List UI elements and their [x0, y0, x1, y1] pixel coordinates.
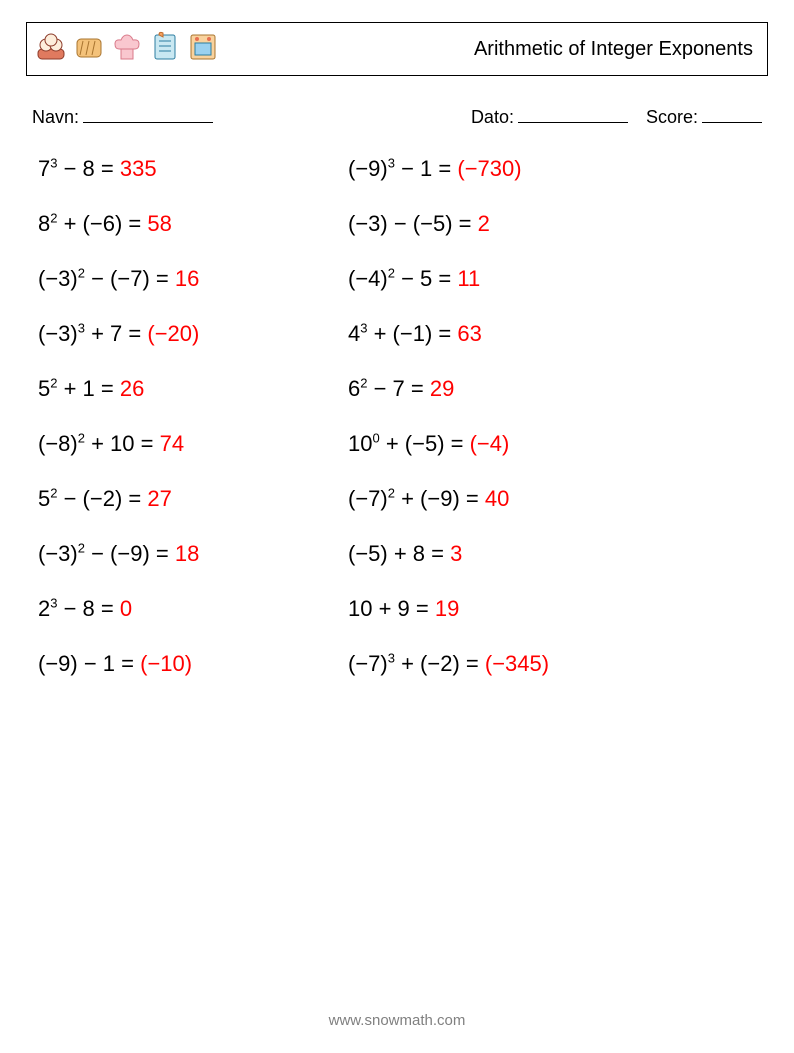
problem-answer: (−20): [147, 321, 199, 346]
problem-expression: 10 + 9 =: [348, 596, 435, 621]
problem-expression: (−3)2 − (−9) =: [38, 541, 175, 566]
problem-expression: 62 − 7 =: [348, 376, 430, 401]
problem-answer: (−4): [470, 431, 510, 456]
problem-answer: 63: [457, 321, 481, 346]
problem-right-0: (−9)3 − 1 = (−730): [348, 158, 648, 180]
problem-expression: (−5) + 8 =: [348, 541, 450, 566]
oven-icon: [187, 31, 219, 68]
problem-right-8: 10 + 9 = 19: [348, 598, 648, 620]
problem-left-6: 52 − (−2) = 27: [38, 488, 338, 510]
problem-right-3: 43 + (−1) = 63: [348, 323, 648, 345]
problem-answer: 74: [160, 431, 184, 456]
score-label: Score:: [646, 107, 698, 128]
name-label: Navn:: [32, 107, 79, 128]
score-blank[interactable]: [702, 104, 762, 123]
meta-row: Navn: Dato: Score:: [32, 104, 762, 128]
problem-expression: (−3) − (−5) =: [348, 211, 478, 236]
problem-answer: (−345): [485, 651, 549, 676]
problem-answer: 0: [120, 596, 132, 621]
problem-right-7: (−5) + 8 = 3: [348, 543, 648, 565]
problem-answer: 27: [147, 486, 171, 511]
eggs-icon: [35, 31, 67, 68]
problem-left-8: 23 − 8 = 0: [38, 598, 338, 620]
problem-expression: (−9) − 1 =: [38, 651, 140, 676]
bread-icon: [73, 31, 105, 68]
problem-expression: (−7)3 + (−2) =: [348, 651, 485, 676]
problem-answer: 335: [120, 156, 157, 181]
list-icon: [149, 31, 181, 68]
problem-right-1: (−3) − (−5) = 2: [348, 213, 648, 235]
header-box: Arithmetic of Integer Exponents: [26, 22, 768, 76]
problem-expression: (−9)3 − 1 =: [348, 156, 457, 181]
problem-left-5: (−8)2 + 10 = 74: [38, 433, 338, 455]
problem-right-2: (−4)2 − 5 = 11: [348, 268, 648, 290]
problem-answer: 26: [120, 376, 144, 401]
problem-expression: (−7)2 + (−9) =: [348, 486, 485, 511]
problems-col-right: (−9)3 − 1 = (−730) (−3) − (−5) = 2 (−4)2 −…: [348, 158, 648, 708]
name-blank[interactable]: [83, 104, 213, 123]
problem-right-6: (−7)2 + (−9) = 40: [348, 488, 648, 510]
date-label: Dato:: [471, 107, 514, 128]
problem-answer: 29: [430, 376, 454, 401]
problem-expression: 52 + 1 =: [38, 376, 120, 401]
date-blank[interactable]: [518, 104, 628, 123]
problem-left-3: (−3)3 + 7 = (−20): [38, 323, 338, 345]
problem-left-1: 82 + (−6) = 58: [38, 213, 338, 235]
problem-expression: 73 − 8 =: [38, 156, 120, 181]
problem-right-4: 62 − 7 = 29: [348, 378, 648, 400]
problem-answer: 2: [478, 211, 490, 236]
problem-answer: 40: [485, 486, 509, 511]
problem-answer: 11: [457, 266, 480, 291]
problem-left-9: (−9) − 1 = (−10): [38, 653, 338, 675]
problem-expression: 43 + (−1) =: [348, 321, 457, 346]
problem-answer: 18: [175, 541, 199, 566]
problem-expression: (−3)3 + 7 =: [38, 321, 147, 346]
footer-url: www.snowmath.com: [0, 1012, 794, 1029]
problem-left-2: (−3)2 − (−7) = 16: [38, 268, 338, 290]
worksheet-title: Arithmetic of Integer Exponents: [474, 38, 753, 61]
problem-left-7: (−3)2 − (−9) = 18: [38, 543, 338, 565]
problem-answer: (−730): [457, 156, 521, 181]
problem-expression: (−4)2 − 5 =: [348, 266, 457, 291]
problems-area: 73 − 8 = 335 82 + (−6) = 58 (−3)2 − (−7) =…: [26, 158, 768, 708]
problem-expression: (−8)2 + 10 =: [38, 431, 160, 456]
problem-expression: 82 + (−6) =: [38, 211, 147, 236]
problems-col-left: 73 − 8 = 335 82 + (−6) = 58 (−3)2 − (−7) =…: [38, 158, 338, 708]
problem-right-9: (−7)3 + (−2) = (−345): [348, 653, 648, 675]
problem-answer: 16: [175, 266, 199, 291]
header-icons: [35, 31, 219, 68]
problem-expression: (−3)2 − (−7) =: [38, 266, 175, 291]
problem-answer: 19: [435, 596, 459, 621]
problem-expression: 100 + (−5) =: [348, 431, 470, 456]
problem-expression: 52 − (−2) =: [38, 486, 147, 511]
chef-icon: [111, 31, 143, 68]
problem-left-4: 52 + 1 = 26: [38, 378, 338, 400]
problem-answer: (−10): [140, 651, 192, 676]
problem-answer: 58: [147, 211, 171, 236]
problem-expression: 23 − 8 =: [38, 596, 120, 621]
problem-right-5: 100 + (−5) = (−4): [348, 433, 648, 455]
problem-answer: 3: [450, 541, 462, 566]
problem-left-0: 73 − 8 = 335: [38, 158, 338, 180]
